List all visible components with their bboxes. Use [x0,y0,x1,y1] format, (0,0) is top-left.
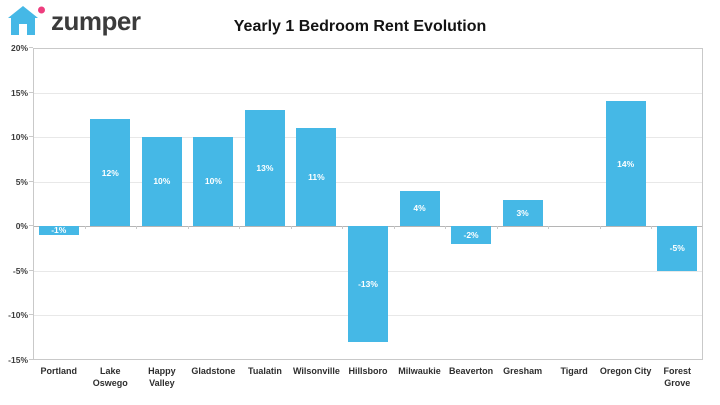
logo-text: zumper [51,6,141,36]
y-axis-tick-label: 20% [10,42,28,53]
gridline [34,181,702,183]
x-axis-tick-label: Gresham [503,366,543,376]
zero-axis-tick [136,226,138,230]
bar-value-label: 12% [101,167,119,178]
x-axis-tick-label: Portland [40,366,78,376]
x-axis-tick-label: Lake Oswego [92,366,128,388]
zero-axis-tick [393,226,395,230]
y-axis-tick-label: -10% [8,310,28,321]
x-axis-tick-label: Wilsonville [292,366,340,376]
zero-axis-tick [290,226,292,230]
bar-value-label: 3% [516,207,529,218]
bar-value-label: 14% [617,158,635,169]
gridline [34,137,702,139]
y-axis-tick-label: -5% [12,265,28,276]
zero-axis-tick [496,226,498,230]
bar-value-label: -13% [358,278,378,289]
zero-axis-tick [548,226,550,230]
y-axis-tick [29,136,33,138]
zero-axis-tick [84,226,86,230]
y-axis-tick [29,314,33,316]
zero-axis-tick [651,226,653,230]
bar-value-label: -1% [51,225,67,236]
y-axis-tick [29,47,33,48]
y-axis-tick-label: 0% [15,221,28,232]
bar-wilsonville[interactable]: 11% [296,128,337,227]
x-axis-tick-label: Gladstone [191,366,236,376]
x-axis-tick-label: Happy Valley [148,366,176,388]
zero-axis-tick [342,226,344,230]
x-axis-tick-label: Tualatin [248,366,282,376]
bar-value-label: 13% [256,163,274,174]
bar-happy-valley[interactable]: 10% [141,137,182,227]
gridline [34,92,702,94]
y-axis-tick-label: 5% [15,176,28,187]
bar-gresham[interactable]: 3% [502,199,543,227]
x-axis-tick-label: Tigard [560,366,588,376]
chart-title: Yearly 1 Bedroom Rent Evolution [233,18,487,35]
zero-axis-tick [445,226,447,230]
house-door [19,24,27,35]
bar-value-label: 11% [308,171,325,182]
house-roof [8,6,38,18]
bar-value-label: 10% [204,176,222,187]
y-axis-tick [29,269,33,271]
zero-axis-tick [599,226,601,230]
bar-hillsboro[interactable]: -13% [348,226,388,343]
y-axis-tick-label: 15% [10,87,28,98]
zumper-logo: zumper [8,5,141,37]
bar-forest-grove[interactable]: -5% [657,226,698,271]
bar-value-label: -5% [669,243,685,254]
bar-milwaukie[interactable]: 4% [399,190,440,227]
bar-value-label: 10% [153,176,171,187]
zero-axis-tick [239,226,241,230]
bar-tualatin[interactable]: 13% [244,110,285,227]
x-axis-tick-label: Forest Grove [663,366,691,388]
brand-dot-icon [38,6,45,14]
y-axis-tick-label: -15% [8,354,28,365]
x-axis-tick-label: Beaverton [449,366,494,376]
y-axis-tick [29,180,33,182]
bar-value-label: -2% [463,229,479,240]
x-axis-tick-label: Hillsboro [348,366,388,376]
zero-axis-tick [187,226,189,230]
bar-lake-oswego[interactable]: 12% [90,119,131,227]
x-axis-tick-label: Milwaukie [398,366,441,376]
bar-oregon-city[interactable]: 14% [605,101,646,227]
y-axis-tick [29,225,33,227]
bar-value-label: 4% [413,203,426,214]
bar-gladstone[interactable]: 10% [193,137,234,227]
y-axis-tick-label: 10% [10,131,28,142]
y-axis-tick [29,359,33,360]
house-icon [8,6,45,35]
bar-beaverton[interactable]: -2% [451,226,492,245]
x-axis-tick-label: Oregon City [599,366,652,376]
y-axis-tick [29,91,33,93]
bar-portland[interactable]: -1% [38,225,79,236]
